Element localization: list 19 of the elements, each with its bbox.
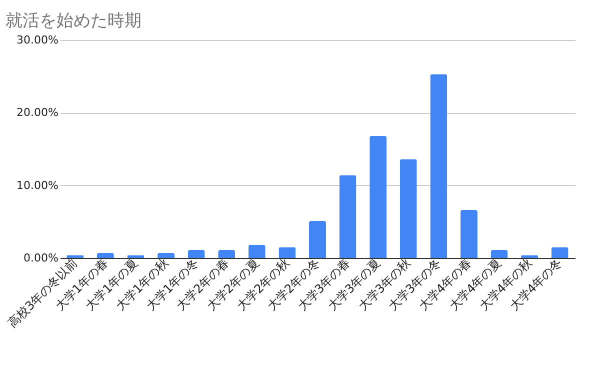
bar	[188, 250, 205, 258]
y-tick-label: 0.00%	[24, 252, 58, 264]
chart-title: 就活を始めた時期	[6, 11, 142, 31]
bar	[248, 244, 266, 258]
bar	[96, 252, 114, 258]
bar	[278, 247, 296, 258]
y-tick-label: 10.00%	[16, 178, 58, 192]
y-tick-label: 20.00%	[16, 106, 58, 120]
bar	[430, 74, 448, 258]
bar	[400, 159, 417, 258]
bar	[460, 210, 478, 258]
bar	[490, 250, 508, 258]
bar	[309, 220, 326, 258]
bar	[339, 175, 356, 258]
bar	[370, 136, 387, 258]
bar	[158, 252, 175, 258]
y-tick-label: 30.00%	[16, 34, 58, 46]
bar	[218, 250, 236, 258]
bar	[551, 247, 568, 258]
